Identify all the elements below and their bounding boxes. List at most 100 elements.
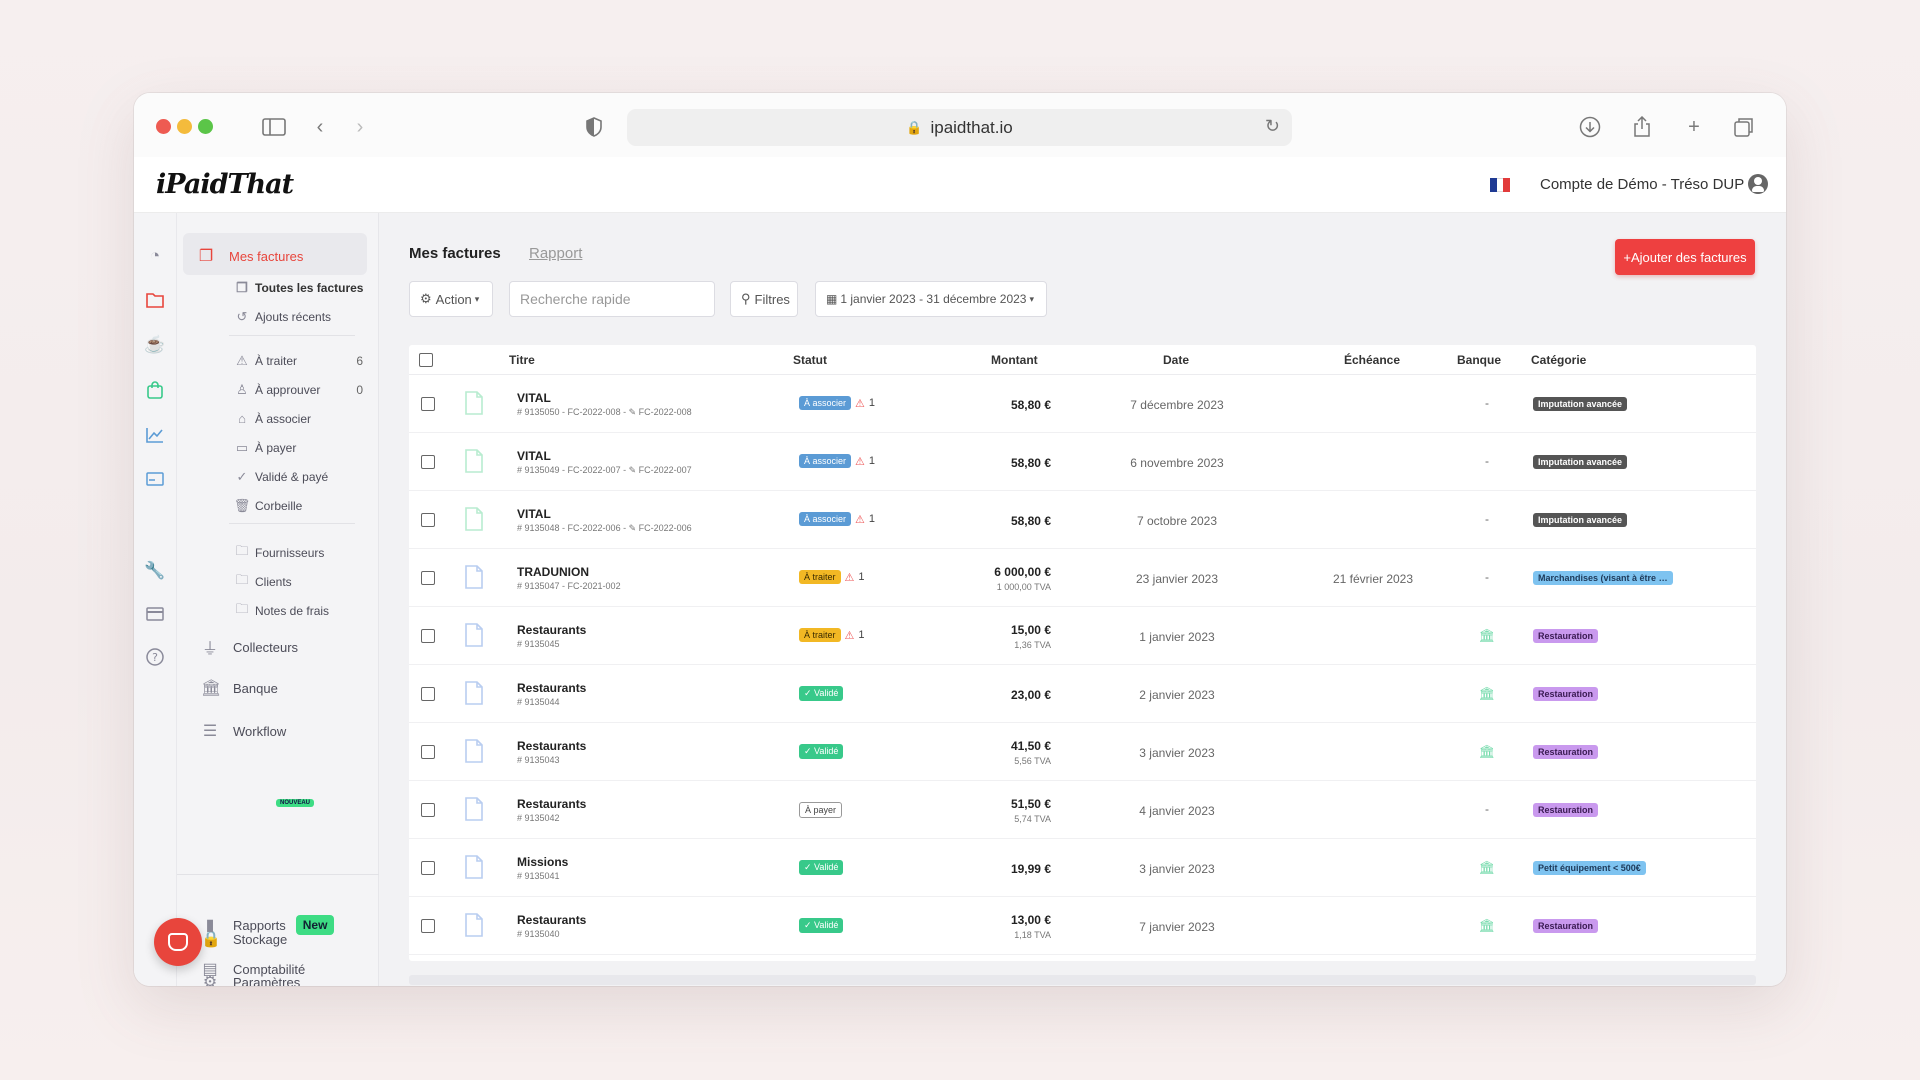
table-row[interactable]: TRADUNION # 9135047 - FC-2021-002 À trai… [409,549,1756,607]
add-invoices-button[interactable]: +Ajouter des factures [1615,239,1755,275]
document-file-icon[interactable] [465,913,483,937]
invoices-folder-icon[interactable] [144,289,166,311]
table-row[interactable]: Restaurants # 9135045 À traiter ⚠ 1 15,00… [409,607,1756,665]
action-dropdown[interactable]: ⚙ Action ▾ [409,281,493,317]
invoice-title[interactable]: Restaurants [517,623,587,637]
status-badge[interactable]: À traiter [799,570,841,584]
table-row[interactable]: Missions # 9135041 ✓ Validé 19,99 € 3 ja… [409,839,1756,897]
nav-banque[interactable]: 🏛 Banque [201,678,278,698]
nav-a-payer[interactable]: ▭ À payer [233,440,297,456]
row-checkbox[interactable] [421,687,435,701]
invoice-title[interactable]: Restaurants [517,739,587,753]
tab-rapport[interactable]: Rapport [529,245,583,262]
table-row[interactable]: VITAL # 9135049 - FC-2022-007 - ✎ FC-202… [409,433,1756,491]
row-checkbox[interactable] [421,397,435,411]
document-file-icon[interactable] [465,623,483,647]
coffee-icon[interactable]: ☕ [144,335,166,354]
column-categorie[interactable]: Catégorie [1531,353,1587,367]
filters-button[interactable]: ⚲ Filtres [730,281,798,317]
dashboard-icon[interactable]: ◔ [149,246,161,265]
status-badge[interactable]: À associer [799,512,852,526]
address-bar[interactable]: 🔒 ipaidthat.io ↻ [627,109,1292,146]
invoice-title[interactable]: Restaurants [517,797,587,811]
nav-valide-paye[interactable]: ✓ Validé & payé [233,469,329,485]
category-badge[interactable]: Restauration [1533,629,1599,643]
category-badge[interactable]: Imputation avancée [1533,397,1628,411]
invoice-title[interactable]: VITAL [517,507,551,521]
category-badge[interactable]: Restauration [1533,803,1599,817]
logo[interactable]: iPaidThat [156,169,294,200]
category-badge[interactable]: Imputation avancée [1533,513,1628,527]
status-badge[interactable]: À payer [799,802,843,818]
nav-workflow[interactable]: ☰ Workflow [201,721,286,741]
table-row[interactable]: Restaurants # 9135044 ✓ Validé 23,00 € 2… [409,665,1756,723]
category-badge[interactable]: Marchandises (visant à être r... [1533,571,1673,585]
table-row[interactable]: Restaurants # 9135043 ✓ Validé 41,50 € 5… [409,723,1756,781]
download-icon[interactable] [1574,111,1606,143]
bank-card-icon[interactable] [144,468,166,490]
status-badge[interactable]: À associer [799,396,852,410]
category-badge[interactable]: Restauration [1533,745,1599,759]
category-badge[interactable]: Restauration [1533,687,1599,701]
row-checkbox[interactable] [421,513,435,527]
document-file-icon[interactable] [465,449,483,473]
nav-clients[interactable]: 🗀 Clients [233,571,291,593]
table-row[interactable]: Restaurants # 9135040 ✓ Validé 13,00 € 1… [409,897,1756,955]
table-row[interactable]: Restaurants # 9135042 À payer 51,50 € 5,… [409,781,1756,839]
invoice-title[interactable]: Restaurants [517,913,587,927]
status-badge[interactable]: À traiter [799,628,841,642]
back-icon[interactable]: ‹ [316,115,324,138]
document-file-icon[interactable] [465,681,483,705]
help-icon[interactable]: ? [144,646,166,668]
maximize-window-button[interactable] [198,119,213,134]
user-avatar-icon[interactable] [1748,174,1768,194]
row-checkbox[interactable] [421,803,435,817]
sidebar-toggle-icon[interactable] [258,111,290,143]
nav-a-associer[interactable]: ⌂ À associer [233,411,311,426]
language-flag-icon[interactable] [1490,178,1511,192]
table-row[interactable]: VITAL # 9135050 - FC-2022-008 - ✎ FC-202… [409,375,1756,433]
nav-corbeille[interactable]: 🗑 Corbeille [233,498,303,514]
account-name[interactable]: Compte de Démo - Tréso DUP [1540,176,1745,193]
tab-mes-factures[interactable]: Mes factures [409,245,501,262]
date-range-picker[interactable]: ▦ 1 janvier 2023 - 31 décembre 2023 ▾ [815,281,1047,317]
document-file-icon[interactable] [465,797,483,821]
nav-collecteurs[interactable]: ⏚ Collecteurs [201,635,298,659]
category-badge[interactable]: Imputation avancée [1533,455,1628,469]
forward-icon[interactable]: › [356,115,364,138]
invoice-title[interactable]: TRADUNION [517,565,589,579]
invoice-title[interactable]: Missions [517,855,569,869]
document-file-icon[interactable] [465,739,483,763]
wrench-icon[interactable]: 🔧 [144,561,166,580]
nav-rapports[interactable]: ▮ Rapports New [201,915,335,935]
nav-toutes-factures[interactable]: ❐ Toutes les factures [233,280,363,296]
minimize-window-button[interactable] [177,119,192,134]
table-row[interactable]: VITAL # 9135048 - FC-2022-006 - ✎ FC-202… [409,491,1756,549]
row-checkbox[interactable] [421,571,435,585]
row-checkbox[interactable] [421,629,435,643]
status-badge[interactable]: ✓ Validé [799,744,844,759]
shield-icon[interactable] [578,111,610,143]
document-file-icon[interactable] [465,391,483,415]
nav-fournisseurs[interactable]: 🗀 Fournisseurs [233,542,324,564]
select-all-checkbox[interactable] [419,353,433,367]
column-date[interactable]: Date [1163,353,1190,367]
nav-a-approuver[interactable]: ♙ À approuver 0 [233,382,371,398]
reload-icon[interactable]: ↻ [1264,116,1280,136]
nav-ajouts-recents[interactable]: ↺ Ajouts récents [233,309,332,325]
document-file-icon[interactable] [465,565,483,589]
status-badge[interactable]: ✓ Validé [799,686,844,701]
nav-comptabilite[interactable]: ▤ Comptabilité [201,959,305,979]
category-badge[interactable]: Petit équipement < 500€ [1533,861,1646,875]
row-checkbox[interactable] [421,745,435,759]
nav-parametres[interactable]: ⚙ Paramètres [201,972,300,986]
search-input[interactable]: Recherche rapide [509,281,715,317]
document-file-icon[interactable] [465,855,483,879]
row-checkbox[interactable] [421,861,435,875]
status-badge[interactable]: À associer [799,454,852,468]
column-echeance[interactable]: Échéance [1344,353,1401,367]
document-file-icon[interactable] [465,507,483,531]
invoice-title[interactable]: VITAL [517,449,551,463]
column-titre[interactable]: Titre [509,353,535,367]
invoice-title[interactable]: Restaurants [517,681,587,695]
